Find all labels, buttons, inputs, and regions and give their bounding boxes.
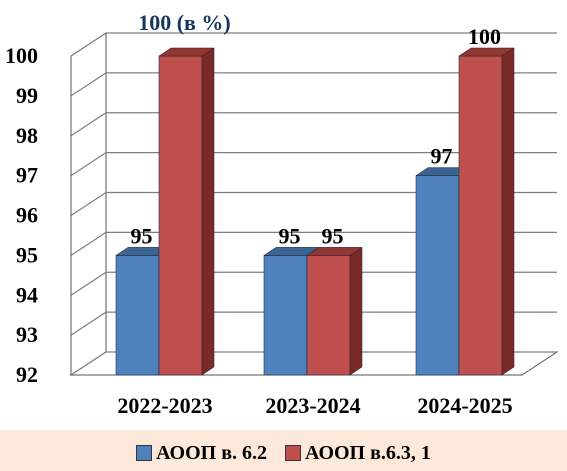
gridline-98	[70, 112, 557, 137]
bar-2-2024-2025	[458, 55, 503, 376]
data-label-1-2024-2025: 97	[431, 144, 453, 169]
y-tick-label-97: 97	[16, 163, 38, 188]
bar-2-2023-2024-top	[306, 247, 363, 256]
y-tick-label-98: 98	[16, 123, 38, 148]
y-tick-label-93: 93	[16, 322, 38, 347]
gridline-92	[70, 351, 557, 376]
y-tick-label-92: 92	[16, 362, 38, 387]
y-tick-label-100: 100	[5, 43, 38, 68]
y-tick-label-94: 94	[16, 282, 38, 307]
plot-area: 92 93 94 95 96 97 98 99 100 95 100 (в %) 2022-2023 9…	[0, 0, 567, 430]
legend-item-series-1: АООП в. 6.2	[136, 442, 267, 465]
gridline-96	[70, 191, 557, 217]
bar-2-2022-2023-top	[158, 47, 215, 57]
legend-swatch-series-2	[285, 445, 301, 461]
data-label-2-2024-2025: 100	[468, 24, 501, 49]
bar-1-2022-2023	[115, 255, 160, 376]
legend-item-series-2: АООП в.6.3, 1	[285, 442, 431, 465]
gridline-94	[70, 271, 557, 296]
bar-1-2023-2024	[263, 255, 308, 376]
data-label-2-2022-2023: 100 (в %)	[138, 10, 231, 35]
data-label-1-2023-2024: 95	[279, 223, 301, 248]
bar-2-2024-2025-side	[501, 47, 515, 376]
bar-2-2024-2025-top	[458, 47, 515, 57]
gridline-93	[70, 311, 557, 336]
y-tick-label-96: 96	[16, 203, 38, 228]
bar-1-2024-2025	[415, 175, 460, 376]
bar-2-2022-2023	[158, 55, 203, 376]
legend-swatch-series-1	[136, 445, 153, 461]
gridline-99	[70, 72, 557, 97]
x-tick-label-2022-2023: 2022-2023	[117, 393, 212, 418]
legend: АООП в. 6.2 АООП в.6.3, 1	[0, 438, 567, 468]
x-tick-label-2023-2024: 2023-2024	[265, 393, 360, 418]
bar-2-2022-2023-side	[201, 47, 215, 376]
gridline-97	[70, 152, 557, 177]
data-label-1-2022-2023: 95	[131, 223, 153, 248]
bar-2-2023-2024-side	[349, 246, 363, 376]
x-tick-label-2024-2025: 2024-2025	[417, 393, 512, 418]
y-tick-label-99: 99	[16, 83, 38, 108]
gridline-95	[70, 231, 557, 256]
legend-label-series-2: АООП в.6.3, 1	[305, 441, 431, 464]
y-tick-label-95: 95	[16, 242, 38, 267]
gridline-100	[70, 32, 557, 57]
legend-label-series-1: АООП в. 6.2	[156, 441, 267, 464]
bar-2-2023-2024	[306, 255, 351, 376]
data-label-2-2023-2024: 95	[322, 223, 344, 248]
bar-chart: 92 93 94 95 96 97 98 99 100 95 100 (в %) 2022-2023 9…	[5, 10, 559, 418]
